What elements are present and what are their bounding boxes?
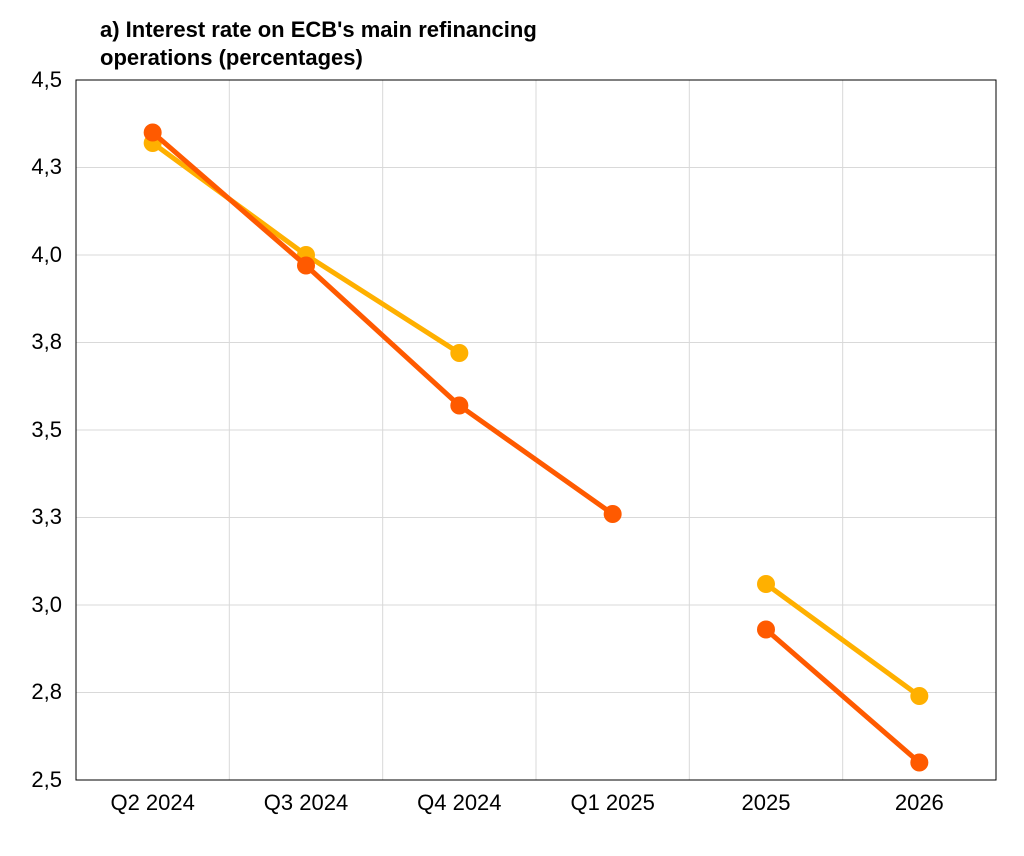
x-tick-label: Q3 2024 [264, 790, 348, 816]
chart-svg [0, 0, 1024, 856]
x-tick-label: Q1 2025 [570, 790, 654, 816]
y-tick-label: 2,8 [0, 679, 62, 705]
series-b-marker [450, 397, 468, 415]
x-tick-label: 2026 [895, 790, 944, 816]
series-b-marker [910, 754, 928, 772]
y-tick-label: 3,5 [0, 417, 62, 443]
series-a-marker [757, 575, 775, 593]
series-b-marker [757, 621, 775, 639]
y-tick-label: 4,0 [0, 242, 62, 268]
series-a-marker [450, 344, 468, 362]
series-b-marker [144, 124, 162, 142]
y-tick-label: 3,3 [0, 504, 62, 530]
y-tick-label: 3,8 [0, 329, 62, 355]
x-tick-label: 2025 [742, 790, 791, 816]
y-tick-label: 2,5 [0, 767, 62, 793]
interest-rate-chart: a) Interest rate on ECB's main refinanci… [0, 0, 1024, 856]
series-a-marker [910, 687, 928, 705]
series-b-marker [297, 257, 315, 275]
x-tick-label: Q2 2024 [110, 790, 194, 816]
y-tick-label: 4,5 [0, 67, 62, 93]
series-b-marker [604, 505, 622, 523]
x-tick-label: Q4 2024 [417, 790, 501, 816]
y-tick-label: 3,0 [0, 592, 62, 618]
y-tick-label: 4,3 [0, 154, 62, 180]
